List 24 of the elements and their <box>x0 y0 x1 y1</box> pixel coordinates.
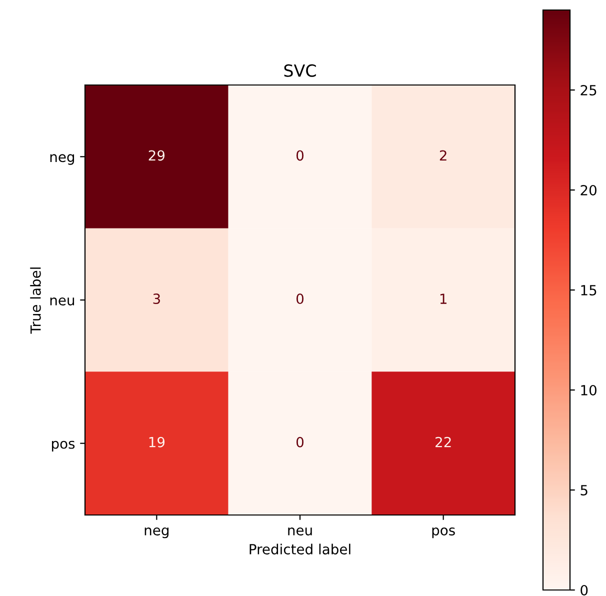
data-label: 0 <box>296 150 304 161</box>
data-label: 2 <box>440 150 446 160</box>
x-tick-label: pos <box>432 528 455 538</box>
y-axis-title: True label <box>30 268 41 334</box>
x-axis-title: Predicted label <box>250 544 350 554</box>
y-tick-label: neu <box>50 298 74 306</box>
chart-title: SVC <box>284 64 316 77</box>
data-label: 19 <box>149 436 165 448</box>
y-tick-label: pos <box>52 440 75 452</box>
color-bar-label: 0 <box>580 584 588 596</box>
x-tick-label: neu <box>288 528 312 536</box>
color-bar-label: 25 <box>580 84 596 96</box>
data-label: 3 <box>153 294 160 304</box>
data-label: 29 <box>148 150 165 161</box>
color-bar-label: 10 <box>581 384 596 396</box>
color-bar-label: 20 <box>580 184 596 196</box>
data-label: 0 <box>296 436 304 448</box>
color-bar-label: 5 <box>580 485 588 496</box>
y-tick-label: neg <box>50 154 74 165</box>
data-label: 22 <box>436 436 451 448</box>
x-tick-label: neg <box>144 528 168 538</box>
data-label: 0 <box>296 294 304 304</box>
color-bar-label: 15 <box>581 285 596 296</box>
data-label: 1 <box>440 294 446 304</box>
